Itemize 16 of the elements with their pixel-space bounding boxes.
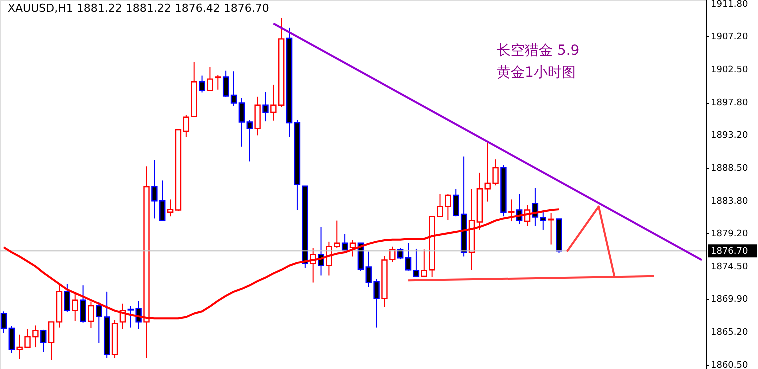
- y-tick-label: 1888.50: [711, 164, 748, 174]
- y-tick-label: 1874.50: [711, 262, 748, 273]
- y-tick-label: 1911.80: [711, 0, 748, 10]
- annotation: 长空猎金 5.9: [497, 43, 580, 59]
- y-tick-label: 1883.80: [711, 197, 748, 208]
- y-tick-label: 1907.20: [711, 32, 748, 42]
- ref-line-label: 1876.70: [711, 247, 748, 258]
- y-tick-label: 1865.20: [711, 328, 748, 338]
- chart-title: XAUUSD,H1 1881.22 1881.22 1876.42 1876.70: [8, 2, 270, 15]
- y-tick-label: 1902.50: [711, 65, 748, 76]
- y-tick-label: 1897.80: [711, 98, 748, 109]
- y-tick-label: 1869.90: [711, 294, 748, 305]
- annotation: 黄金1小时图: [497, 65, 576, 81]
- y-tick-label: 1879.20: [711, 229, 748, 240]
- y-tick-label: 1893.20: [711, 130, 748, 141]
- y-tick-label: 1860.50: [711, 361, 748, 369]
